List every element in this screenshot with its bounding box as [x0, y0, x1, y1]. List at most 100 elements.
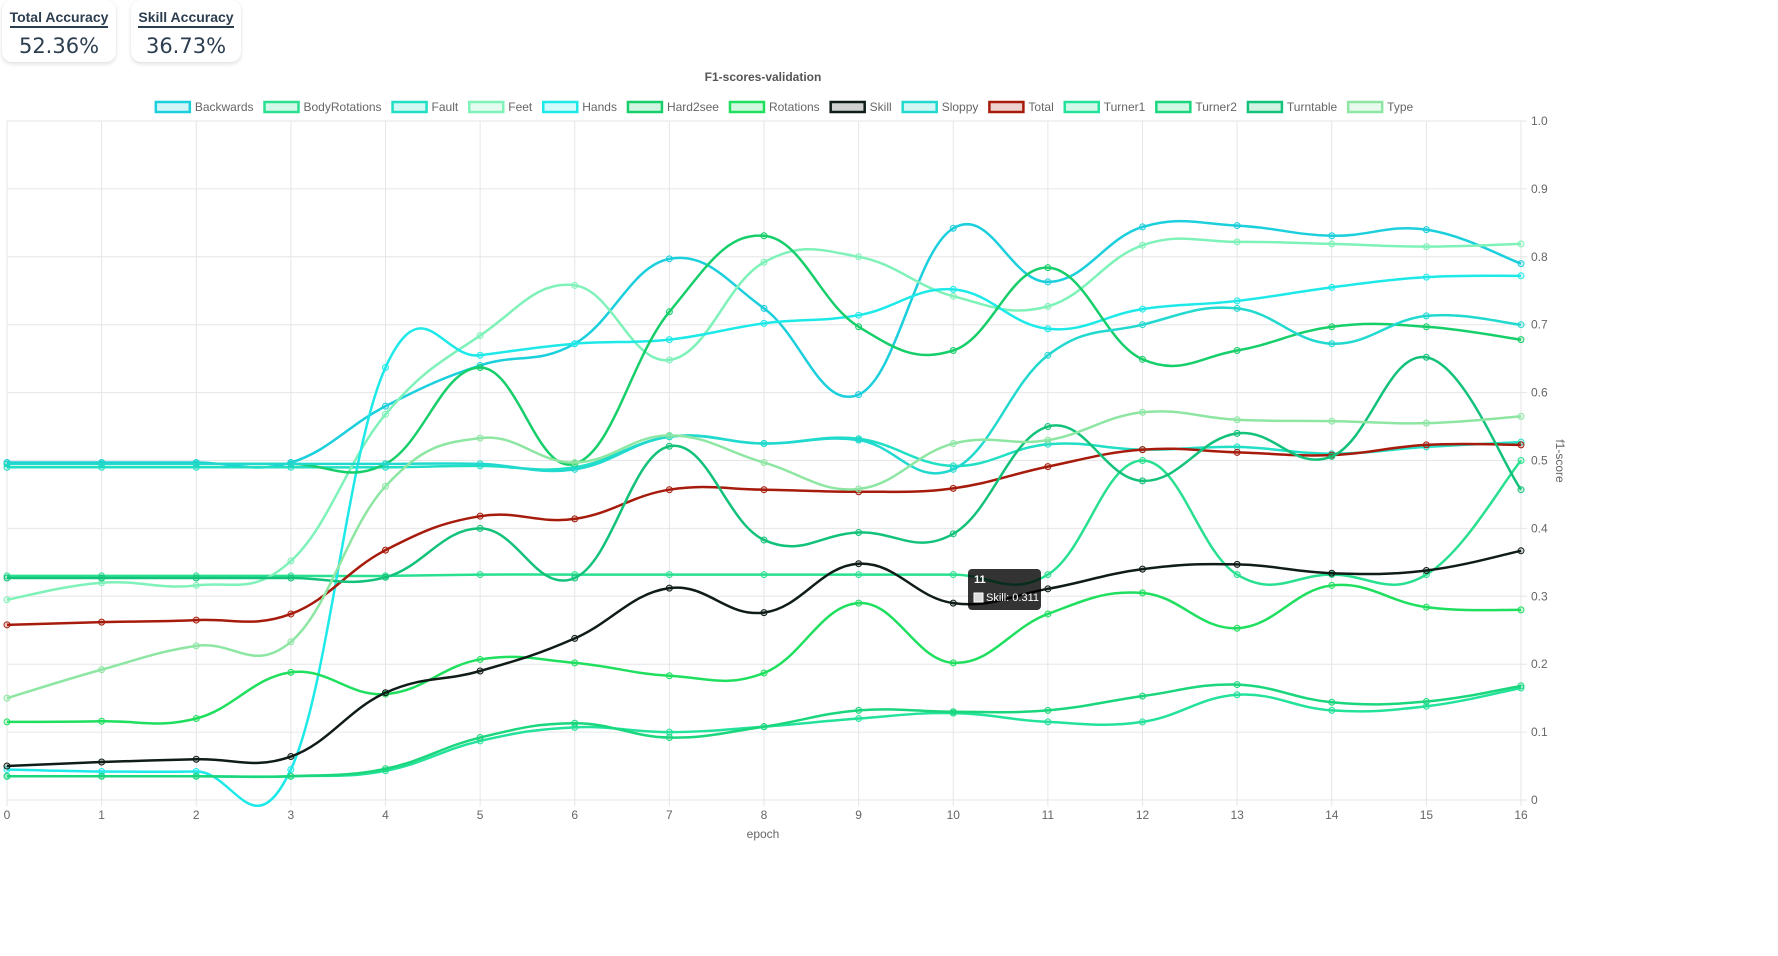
- legend-item-backwards[interactable]: Backwards: [154, 100, 254, 114]
- data-point[interactable]: [1139, 589, 1146, 597]
- data-point[interactable]: [571, 574, 579, 582]
- data-point[interactable]: [1422, 702, 1430, 710]
- data-point[interactable]: [760, 304, 768, 312]
- data-point[interactable]: [571, 515, 579, 523]
- data-point[interactable]: [1517, 606, 1525, 614]
- data-point[interactable]: [760, 459, 768, 467]
- data-point[interactable]: [1233, 297, 1241, 305]
- data-point[interactable]: [3, 694, 11, 702]
- data-point[interactable]: [1517, 240, 1525, 248]
- data-point[interactable]: [192, 616, 200, 624]
- data-point[interactable]: [760, 486, 768, 494]
- data-point[interactable]: [949, 599, 957, 607]
- data-point[interactable]: [382, 402, 389, 410]
- data-point[interactable]: [382, 363, 389, 371]
- data-point[interactable]: [382, 765, 389, 773]
- data-point[interactable]: [855, 253, 863, 261]
- data-point[interactable]: [192, 755, 200, 763]
- data-point[interactable]: [1328, 232, 1336, 240]
- data-point[interactable]: [1422, 312, 1430, 320]
- data-point[interactable]: [1139, 565, 1146, 573]
- data-point[interactable]: [1328, 569, 1336, 577]
- data-point[interactable]: [1044, 302, 1052, 310]
- data-point[interactable]: [476, 734, 484, 742]
- data-point[interactable]: [665, 431, 673, 439]
- data-point[interactable]: [382, 410, 389, 418]
- data-point[interactable]: [1044, 264, 1052, 272]
- data-point[interactable]: [760, 723, 768, 731]
- data-point[interactable]: [760, 669, 768, 677]
- data-point[interactable]: [1139, 241, 1146, 249]
- data-point[interactable]: [287, 765, 295, 773]
- data-point[interactable]: [476, 434, 484, 442]
- legend-item-total[interactable]: Total: [988, 100, 1054, 114]
- data-point[interactable]: [1139, 321, 1146, 329]
- data-point[interactable]: [855, 715, 863, 723]
- legend-item-turner1[interactable]: Turner1: [1063, 100, 1146, 114]
- data-point[interactable]: [665, 571, 673, 579]
- data-point[interactable]: [382, 460, 389, 468]
- data-point[interactable]: [1233, 448, 1241, 456]
- data-point[interactable]: [1328, 698, 1336, 706]
- data-point[interactable]: [476, 332, 484, 340]
- data-point[interactable]: [1517, 457, 1525, 464]
- data-point[interactable]: [855, 311, 863, 319]
- data-point[interactable]: [476, 655, 484, 663]
- data-point[interactable]: [949, 571, 957, 579]
- data-point[interactable]: [1328, 323, 1336, 331]
- data-point[interactable]: [1422, 353, 1430, 361]
- data-point[interactable]: [1044, 571, 1052, 579]
- data-point[interactable]: [1517, 441, 1525, 449]
- data-point[interactable]: [665, 734, 673, 742]
- data-point[interactable]: [571, 659, 579, 667]
- data-point[interactable]: [760, 232, 768, 240]
- data-point[interactable]: [949, 224, 957, 232]
- data-point[interactable]: [1044, 585, 1052, 593]
- data-point[interactable]: [1233, 560, 1241, 568]
- data-point[interactable]: [382, 573, 389, 581]
- data-point[interactable]: [1044, 610, 1052, 618]
- data-point[interactable]: [98, 758, 106, 766]
- data-point[interactable]: [1139, 457, 1146, 464]
- legend-item-hands[interactable]: Hands: [542, 100, 617, 114]
- data-point[interactable]: [1422, 698, 1430, 706]
- data-point[interactable]: [192, 715, 200, 723]
- data-point[interactable]: [1139, 305, 1146, 313]
- data-point[interactable]: [287, 460, 295, 468]
- legend-item-fault[interactable]: Fault: [391, 100, 459, 114]
- data-point[interactable]: [1422, 566, 1430, 574]
- data-point[interactable]: [476, 512, 484, 520]
- data-point[interactable]: [3, 762, 11, 770]
- data-point[interactable]: [1328, 452, 1336, 460]
- data-point[interactable]: [760, 258, 768, 266]
- data-point[interactable]: [855, 436, 863, 444]
- data-point[interactable]: [1517, 336, 1525, 344]
- data-point[interactable]: [1044, 325, 1052, 333]
- data-point[interactable]: [571, 634, 579, 642]
- data-point[interactable]: [760, 440, 768, 448]
- data-point[interactable]: [571, 340, 579, 348]
- data-point[interactable]: [1233, 347, 1241, 355]
- data-point[interactable]: [287, 772, 295, 780]
- data-point[interactable]: [1233, 571, 1241, 579]
- data-point[interactable]: [1233, 443, 1241, 451]
- legend-item-sloppy[interactable]: Sloppy: [901, 100, 979, 114]
- legend-item-rotations[interactable]: Rotations: [728, 100, 820, 114]
- data-point[interactable]: [1233, 429, 1241, 437]
- data-point[interactable]: [949, 530, 957, 538]
- data-point[interactable]: [665, 255, 673, 263]
- data-point[interactable]: [1044, 351, 1052, 359]
- data-point[interactable]: [287, 753, 295, 761]
- data-point[interactable]: [1233, 222, 1241, 230]
- data-point[interactable]: [476, 363, 484, 371]
- data-point[interactable]: [3, 574, 11, 582]
- data-point[interactable]: [98, 666, 106, 674]
- legend-item-turner2[interactable]: Turner2: [1155, 100, 1237, 114]
- data-point[interactable]: [665, 442, 673, 450]
- data-point[interactable]: [287, 557, 295, 565]
- data-point[interactable]: [760, 609, 768, 617]
- data-point[interactable]: [192, 581, 200, 589]
- data-point[interactable]: [382, 482, 389, 490]
- data-point[interactable]: [192, 460, 200, 468]
- data-point[interactable]: [1139, 446, 1146, 454]
